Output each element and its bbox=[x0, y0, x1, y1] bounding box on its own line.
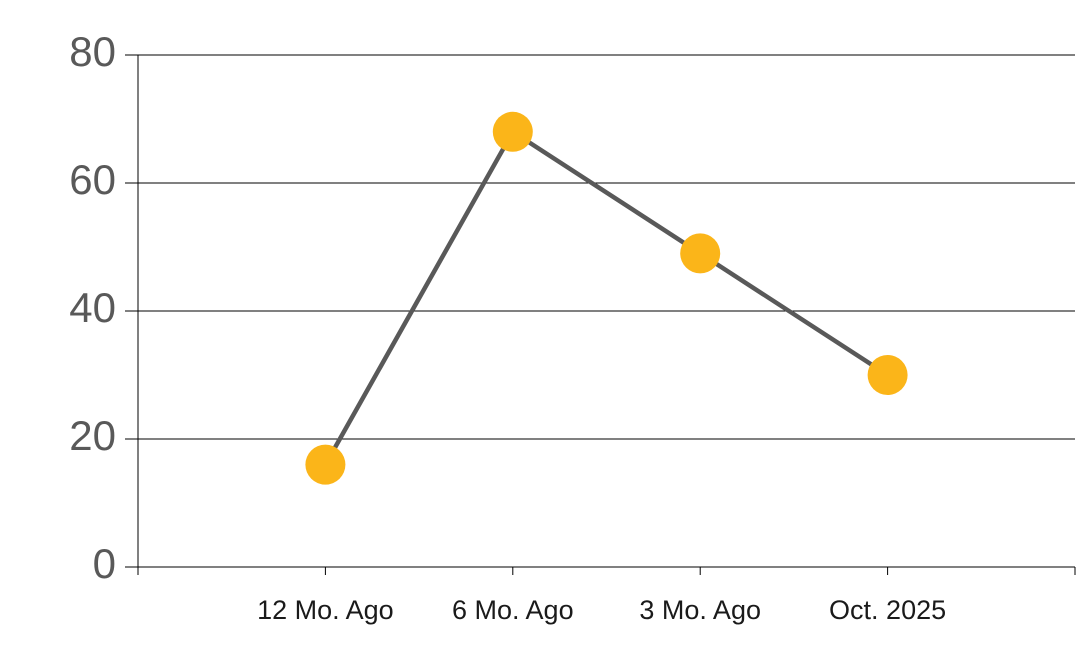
point bbox=[867, 355, 908, 395]
point bbox=[680, 233, 721, 274]
x-tick-label: 6 Mo. Ago bbox=[452, 595, 574, 625]
y-tick-label: 20 bbox=[69, 412, 116, 459]
y-tick-label: 80 bbox=[69, 28, 116, 75]
point bbox=[492, 111, 533, 152]
line bbox=[323, 128, 889, 466]
x-tick-label: 3 Mo. Ago bbox=[639, 595, 761, 625]
y-tick-label: 60 bbox=[69, 156, 116, 203]
point bbox=[305, 444, 346, 485]
x-tick-label: 12 Mo. Ago bbox=[257, 595, 394, 625]
y-tick-label: 40 bbox=[69, 284, 116, 331]
x-tick-label: Oct. 2025 bbox=[829, 595, 946, 625]
y-tick-label: 0 bbox=[93, 540, 116, 587]
